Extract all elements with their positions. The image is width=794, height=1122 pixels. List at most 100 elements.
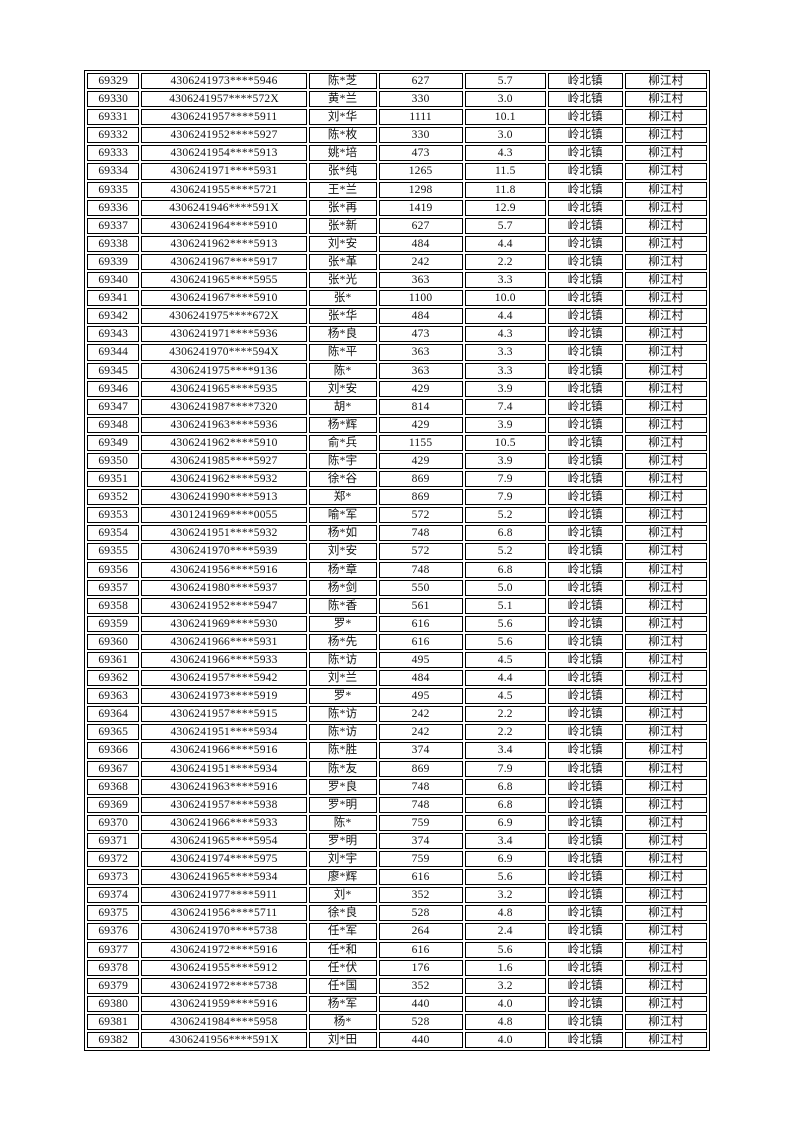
cell-village: 柳江村 [624, 670, 707, 687]
cell-id-number: 4306241974****5975 [141, 851, 307, 868]
cell-town: 岭北镇 [547, 814, 623, 831]
cell-amount: 627 [378, 73, 463, 90]
cell-village: 柳江村 [624, 760, 707, 777]
cell-village: 柳江村 [624, 525, 707, 542]
cell-amount: 242 [378, 706, 463, 723]
table-row: 69377 4306241972****5916 任*和 616 5.6 岭北镇 柳江村 [87, 941, 707, 958]
cell-amount: 473 [378, 326, 463, 343]
cell-seq-number: 69337 [87, 217, 140, 234]
cell-id-number: 4306241987****7320 [141, 398, 307, 415]
cell-village: 柳江村 [624, 471, 707, 488]
cell-seq-number: 69331 [87, 109, 140, 126]
cell-seq-number: 69375 [87, 905, 140, 922]
cell-seq-number: 69354 [87, 525, 140, 542]
cell-amount: 176 [378, 959, 463, 976]
table-row: 69367 4306241951****5934 陈*友 869 7.9 岭北镇 柳江村 [87, 760, 707, 777]
cell-id-number: 4306241972****5738 [141, 977, 307, 994]
cell-id-number: 4306241990****5913 [141, 489, 307, 506]
table-row: 69366 4306241966****5916 陈*胜 374 3.4 岭北镇 柳江村 [87, 742, 707, 759]
cell-id-number: 4306241967****5910 [141, 290, 307, 307]
cell-id-number: 4306241951****5934 [141, 724, 307, 741]
table-row: 69340 4306241965****5955 张*光 363 3.3 岭北镇 柳江村 [87, 272, 707, 289]
cell-amount: 1265 [378, 163, 463, 180]
cell-amount: 748 [378, 778, 463, 795]
cell-rate: 6.9 [464, 814, 546, 831]
cell-town: 岭北镇 [547, 344, 623, 361]
cell-town: 岭北镇 [547, 398, 623, 415]
cell-town: 岭北镇 [547, 91, 623, 108]
cell-rate: 5.7 [464, 217, 546, 234]
cell-village: 柳江村 [624, 688, 707, 705]
cell-amount: 363 [378, 362, 463, 379]
cell-id-number: 4306241957****5942 [141, 670, 307, 687]
cell-id-number: 4306241957****5911 [141, 109, 307, 126]
table-row: 69334 4306241971****5931 张*纯 1265 11.5 岭北镇 柳江村 [87, 163, 707, 180]
cell-id-number: 4306241959****5916 [141, 995, 307, 1012]
cell-town: 岭北镇 [547, 688, 623, 705]
cell-name: 陈*访 [308, 706, 377, 723]
cell-name: 陈*芝 [308, 73, 377, 90]
cell-seq-number: 69371 [87, 832, 140, 850]
cell-id-number: 4306241962****5913 [141, 235, 307, 252]
cell-town: 岭北镇 [547, 543, 623, 560]
cell-town: 岭北镇 [547, 832, 623, 850]
cell-village: 柳江村 [624, 1013, 707, 1030]
cell-amount: 528 [378, 905, 463, 922]
cell-id-number: 4306241962****5910 [141, 434, 307, 451]
cell-seq-number: 69335 [87, 181, 140, 198]
cell-amount: 748 [378, 796, 463, 813]
table-row: 69355 4306241970****5939 刘*安 572 5.2 岭北镇 柳江村 [87, 543, 707, 560]
cell-town: 岭北镇 [547, 597, 623, 614]
cell-town: 岭北镇 [547, 760, 623, 777]
cell-id-number: 4306241970****5738 [141, 923, 307, 940]
cell-rate: 2.2 [464, 253, 546, 271]
cell-name: 陈*访 [308, 652, 377, 669]
cell-rate: 4.4 [464, 235, 546, 252]
cell-amount: 748 [378, 561, 463, 578]
cell-town: 岭北镇 [547, 452, 623, 470]
cell-seq-number: 69358 [87, 597, 140, 614]
cell-village: 柳江村 [624, 253, 707, 271]
cell-rate: 6.8 [464, 525, 546, 542]
cell-id-number: 4306241971****5936 [141, 326, 307, 343]
cell-village: 柳江村 [624, 905, 707, 922]
cell-id-number: 4306241973****5946 [141, 73, 307, 90]
cell-name: 杨*良 [308, 326, 377, 343]
cell-town: 岭北镇 [547, 217, 623, 234]
cell-amount: 473 [378, 145, 463, 162]
cell-seq-number: 69366 [87, 742, 140, 759]
table-row: 69342 4306241975****672X 张*华 484 4.4 岭北镇 柳江村 [87, 308, 707, 325]
cell-village: 柳江村 [624, 778, 707, 795]
table-row: 69332 4306241952****5927 陈*枚 330 3.0 岭北镇 柳江村 [87, 127, 707, 144]
cell-name: 罗* [308, 688, 377, 705]
cell-seq-number: 69356 [87, 561, 140, 578]
cell-town: 岭北镇 [547, 199, 623, 216]
cell-town: 岭北镇 [547, 109, 623, 126]
cell-seq-number: 69367 [87, 760, 140, 777]
cell-village: 柳江村 [624, 362, 707, 379]
cell-town: 岭北镇 [547, 887, 623, 904]
cell-name: 罗*良 [308, 778, 377, 795]
cell-village: 柳江村 [624, 796, 707, 813]
table-row: 69357 4306241980****5937 杨*剑 550 5.0 岭北镇 柳江村 [87, 579, 707, 596]
cell-name: 张* [308, 290, 377, 307]
cell-village: 柳江村 [624, 73, 707, 90]
cell-village: 柳江村 [624, 959, 707, 976]
cell-amount: 1155 [378, 434, 463, 451]
cell-id-number: 4306241952****5947 [141, 597, 307, 614]
cell-name: 徐*谷 [308, 471, 377, 488]
cell-seq-number: 69348 [87, 416, 140, 433]
cell-seq-number: 69351 [87, 471, 140, 488]
cell-amount: 352 [378, 887, 463, 904]
table-row: 69369 4306241957****5938 罗*明 748 6.8 岭北镇 柳江村 [87, 796, 707, 813]
cell-village: 柳江村 [624, 977, 707, 994]
cell-name: 张*新 [308, 217, 377, 234]
cell-village: 柳江村 [624, 887, 707, 904]
cell-name: 杨* [308, 1013, 377, 1030]
table-row: 69338 4306241962****5913 刘*安 484 4.4 岭北镇 柳江村 [87, 235, 707, 252]
cell-village: 柳江村 [624, 199, 707, 216]
table-row: 69356 4306241956****5916 杨*章 748 6.8 岭北镇 柳江村 [87, 561, 707, 578]
cell-rate: 3.4 [464, 742, 546, 759]
cell-name: 俞*兵 [308, 434, 377, 451]
table-row: 69374 4306241977****5911 刘* 352 3.2 岭北镇 柳江村 [87, 887, 707, 904]
